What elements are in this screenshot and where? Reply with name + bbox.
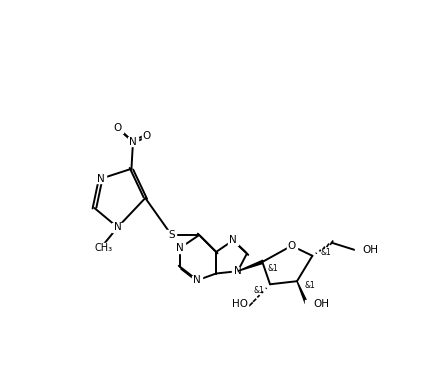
- Text: O: O: [142, 131, 151, 141]
- Bar: [141, 131, 152, 140]
- Bar: [166, 230, 176, 240]
- Bar: [96, 243, 111, 253]
- Text: N: N: [193, 275, 200, 286]
- Text: &1: &1: [320, 248, 330, 257]
- Bar: [112, 223, 123, 232]
- Bar: [127, 137, 138, 146]
- Bar: [95, 174, 106, 184]
- Text: N: N: [113, 222, 121, 232]
- Text: O: O: [287, 241, 295, 251]
- Text: HO: HO: [231, 299, 248, 309]
- Bar: [231, 300, 248, 309]
- Text: N: N: [176, 243, 184, 253]
- Bar: [286, 241, 296, 250]
- Text: O: O: [113, 123, 121, 133]
- Bar: [232, 266, 242, 276]
- Text: S: S: [168, 230, 174, 240]
- Text: N: N: [129, 137, 137, 147]
- Bar: [112, 123, 122, 132]
- Text: N: N: [233, 266, 241, 276]
- Polygon shape: [237, 260, 262, 271]
- Text: &1: &1: [304, 281, 315, 290]
- Text: &1: &1: [253, 286, 263, 295]
- Text: N: N: [229, 235, 236, 246]
- Text: OH: OH: [362, 246, 377, 255]
- Bar: [354, 246, 369, 255]
- Text: OH: OH: [312, 299, 328, 309]
- Polygon shape: [296, 281, 308, 305]
- Bar: [304, 300, 321, 309]
- Bar: [227, 236, 238, 245]
- Bar: [174, 243, 185, 253]
- Text: N: N: [97, 174, 104, 184]
- Bar: [191, 276, 202, 285]
- Text: CH₃: CH₃: [95, 243, 112, 253]
- Text: &1: &1: [267, 264, 278, 273]
